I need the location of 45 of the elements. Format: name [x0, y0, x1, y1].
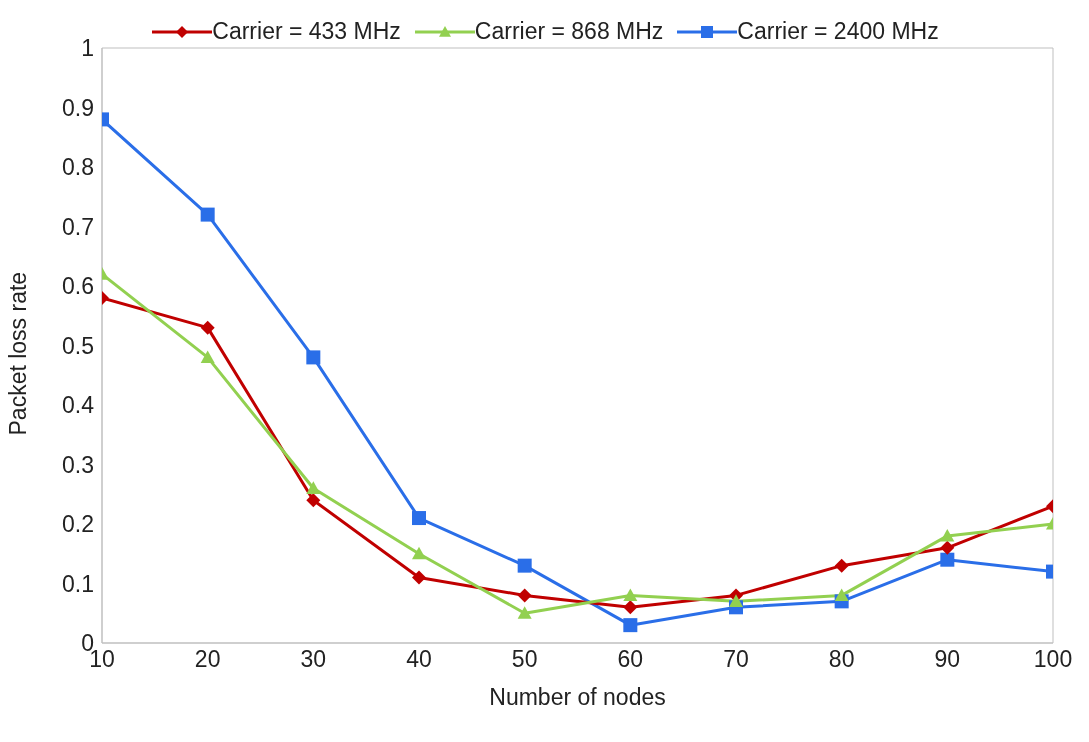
- x-tick-label: 30: [300, 646, 327, 673]
- legend-label: Carrier = 868 MHz: [474, 18, 664, 45]
- point: [940, 528, 955, 542]
- x-tick-label: 80: [828, 646, 855, 673]
- point: [834, 588, 849, 601]
- point: [517, 558, 532, 573]
- x-tick-label: 100: [1033, 646, 1073, 673]
- x-tick-label: 70: [723, 646, 749, 673]
- point: [623, 588, 638, 601]
- point: [729, 594, 743, 607]
- point: [306, 481, 321, 494]
- point: [412, 511, 426, 526]
- point: [200, 207, 215, 222]
- x-axis-title: Number of nodes: [489, 684, 666, 710]
- point: [306, 493, 321, 508]
- point: [940, 552, 955, 567]
- y-tick-label: 0.5: [62, 332, 94, 359]
- point: [517, 606, 532, 619]
- point: [200, 350, 215, 363]
- point: [412, 546, 426, 560]
- x-tick-label: 40: [406, 646, 432, 673]
- point: [306, 350, 321, 365]
- point: [623, 618, 638, 633]
- y-axis-title: Packet loss rate: [5, 271, 32, 436]
- legend-label: Carrier = 433 MHz: [212, 18, 401, 45]
- y-tick-label: 0.7: [62, 213, 94, 240]
- x-tick-label: 20: [194, 646, 221, 673]
- point: [412, 570, 426, 585]
- point: [623, 600, 638, 615]
- point: [940, 540, 955, 555]
- y-tick-label: 0.1: [62, 570, 94, 597]
- point: [834, 558, 849, 573]
- x-tick-label: 60: [617, 646, 644, 673]
- y-tick-label: 0.3: [62, 451, 94, 478]
- point: [517, 588, 532, 603]
- y-tick-label: 0.8: [62, 154, 94, 181]
- y-tick-label: 0.2: [62, 511, 94, 538]
- point: [200, 320, 215, 335]
- x-tick-label: 50: [511, 646, 538, 673]
- y-tick-label: 0.6: [62, 273, 94, 300]
- y-tick-label: 0.4: [62, 392, 95, 419]
- x-tick-label: 90: [934, 646, 961, 673]
- legend-label: Carrier = 2400 MHz: [737, 18, 939, 45]
- y-tick-label: 1: [81, 35, 94, 62]
- y-tick-label: 0.9: [62, 94, 94, 121]
